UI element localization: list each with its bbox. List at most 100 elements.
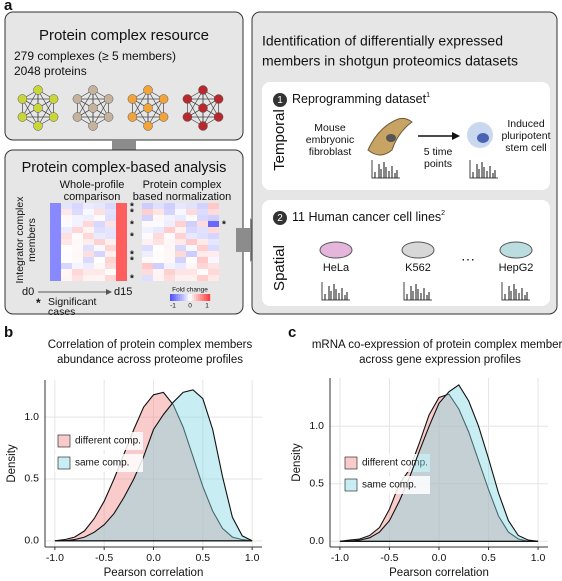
heatmap-cell — [105, 221, 116, 227]
x-axis-label: Pearson correlation — [104, 567, 204, 579]
heatmap-cell — [50, 209, 61, 215]
heatmap-cell — [83, 245, 94, 251]
chart-title: abundance across proteome profiles — [57, 354, 243, 366]
heatmap-cell — [105, 239, 116, 245]
colorbar-cell — [186, 294, 189, 301]
label: K562 — [405, 262, 431, 274]
network-node — [182, 94, 193, 104]
heatmap-cell — [186, 251, 197, 257]
heatmap-cell — [197, 251, 208, 257]
heatmap-cell — [208, 203, 219, 209]
heatmap-cell — [197, 239, 208, 245]
y-axis-label: Density — [291, 443, 303, 482]
heatmap-cell — [94, 215, 105, 221]
heatmap-cell — [105, 245, 116, 251]
heatmap-cell — [94, 245, 105, 251]
colorbar-cell — [204, 294, 207, 301]
heatmap-cell — [153, 215, 164, 221]
heatmap-cell — [208, 263, 219, 269]
heatmap-cell — [175, 275, 186, 281]
heatmap-cell — [105, 215, 116, 221]
heatmap-cell — [175, 221, 186, 227]
heatmap-cell — [94, 227, 105, 233]
heatmap-cell — [164, 233, 175, 239]
heatmap-cell — [153, 239, 164, 245]
x-tick-label: -1.0 — [331, 552, 349, 564]
heatmap-cell — [116, 275, 127, 281]
heatmap-cell — [186, 257, 197, 263]
heatmap-cell — [208, 275, 219, 281]
colorbar-cell — [206, 294, 209, 301]
network-node — [198, 85, 208, 95]
heatmap-cell — [61, 275, 72, 281]
heatmap-cell — [83, 251, 94, 257]
heatmap-cell — [153, 221, 164, 227]
network-node — [103, 112, 114, 122]
network-node — [48, 112, 59, 122]
heatmap-cell — [61, 245, 72, 251]
heatmap-cell — [175, 245, 186, 251]
label: HepG2 — [499, 262, 534, 274]
heatmap-cell — [116, 227, 127, 233]
heatmap-cell — [197, 263, 208, 269]
heatmap-cell — [208, 233, 219, 239]
spectrum-axis — [321, 282, 350, 301]
heatmap-cell — [153, 245, 164, 251]
heatmap-cell — [116, 233, 127, 239]
label: d0 — [22, 286, 34, 298]
network-node — [72, 112, 83, 122]
heatmap-cell — [94, 233, 105, 239]
heatmap-cell — [208, 239, 219, 245]
label: embryonic — [306, 134, 354, 146]
section-title: 11 Human cancer cell lines2 — [292, 210, 445, 224]
spectrum-axis — [371, 160, 400, 179]
arrow-head — [452, 132, 460, 140]
heatmap-cell — [153, 269, 164, 275]
heatmap-cell — [83, 209, 94, 215]
heatmap-cell — [175, 233, 186, 239]
heatmap-cell — [153, 275, 164, 281]
network-node — [198, 103, 208, 113]
section-title-text: Reprogramming dataset — [292, 92, 427, 106]
heatmap-cell — [83, 239, 94, 245]
heatmap-cell — [94, 263, 105, 269]
axis-label: Integrator complex — [14, 196, 26, 284]
network-node — [48, 94, 59, 104]
legend-box — [342, 454, 430, 472]
heatmap-cell — [105, 269, 116, 275]
significance-star: * — [222, 220, 226, 231]
box-title: Protein complex resource — [39, 27, 209, 44]
network-node — [127, 94, 138, 104]
label: points — [424, 158, 452, 170]
colorbar-cell — [196, 294, 199, 301]
heatmap-cell — [72, 263, 83, 269]
spectrum-axis — [501, 282, 530, 301]
heatmap-cell — [208, 221, 219, 227]
heatmap-cell — [105, 203, 116, 209]
axis-label: members — [26, 218, 38, 262]
heatmap-cell — [175, 251, 186, 257]
x-tick-label: 1.0 — [531, 552, 546, 564]
heatmap-cell — [186, 263, 197, 269]
y-tick-label: 0.0 — [24, 535, 39, 547]
heatmap-cell — [94, 239, 105, 245]
heatmap-cell — [50, 239, 61, 245]
colorbar-cell — [182, 294, 185, 301]
label: pluripotent — [501, 130, 550, 142]
heatmap-cell — [61, 257, 72, 263]
heatmap-cell — [164, 209, 175, 215]
label: Whole-profile — [60, 179, 125, 191]
heatmap-cell — [142, 233, 153, 239]
heatmap-cell — [61, 209, 72, 215]
label: fibroblast — [309, 146, 352, 158]
label: Fold change — [172, 287, 208, 294]
heatmap-cell — [61, 269, 72, 275]
label: Protein complex — [143, 179, 222, 191]
heatmap-cell — [50, 245, 61, 251]
heatmap-cell — [72, 233, 83, 239]
temporal-box — [262, 82, 550, 190]
label: -1 — [170, 303, 176, 310]
heatmap-cell — [197, 275, 208, 281]
side-label: Temporal — [271, 109, 288, 171]
